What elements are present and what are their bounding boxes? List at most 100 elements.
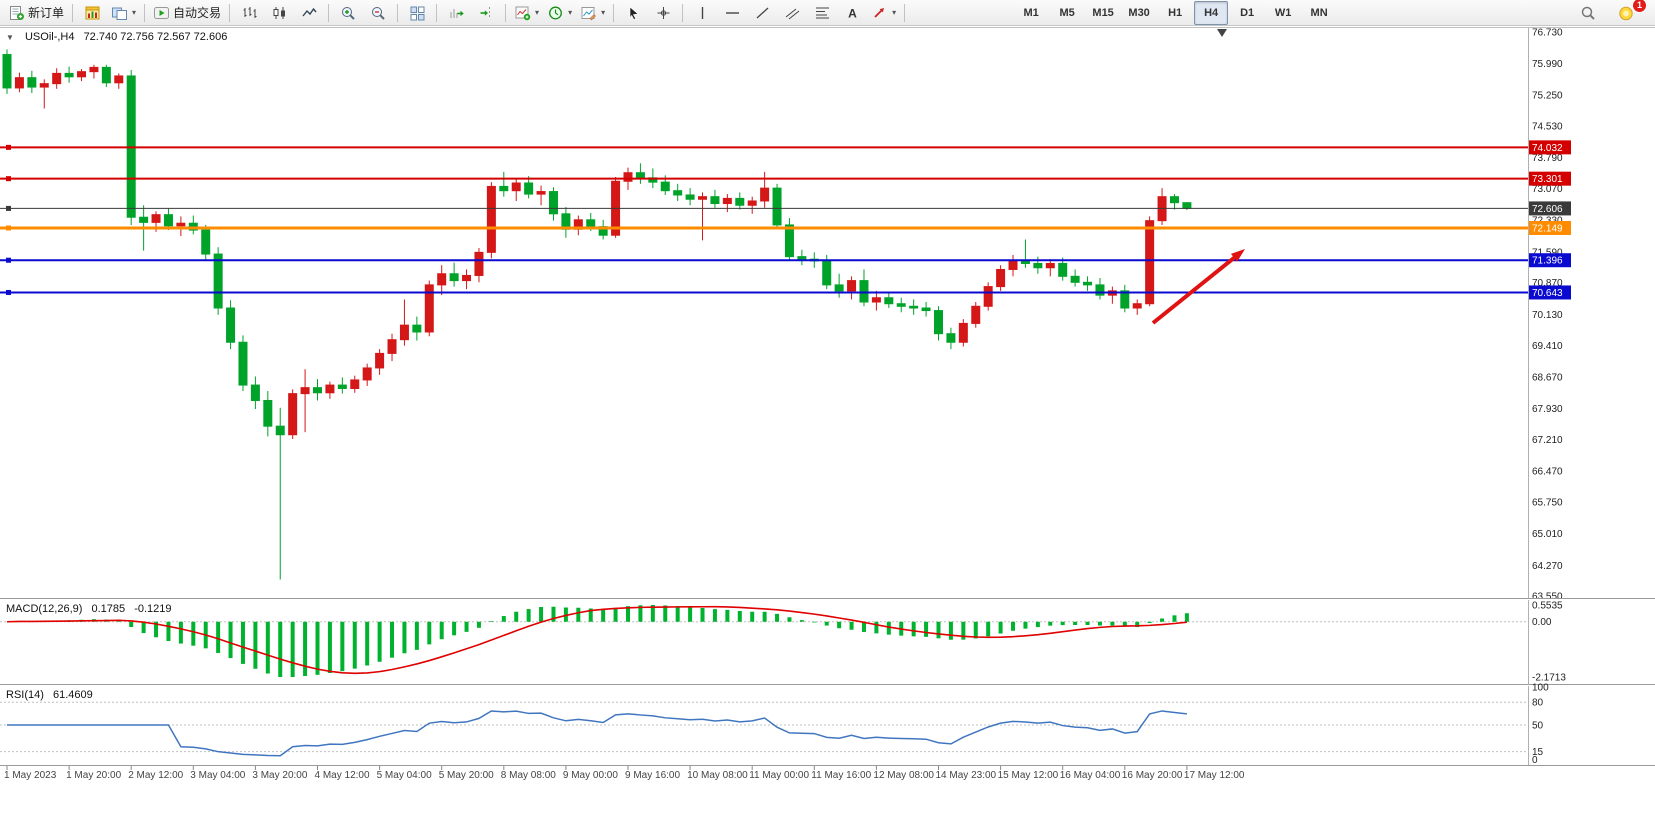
alerts-button[interactable]: 1	[1611, 0, 1647, 25]
new-chart-button[interactable]	[77, 1, 107, 25]
timeframe-h4-button[interactable]: H4	[1194, 0, 1229, 25]
svg-text:64.270: 64.270	[1532, 561, 1563, 572]
text-icon: A	[848, 6, 857, 20]
new-order-button-label: 新订单	[28, 6, 65, 20]
autoScroll-icon	[450, 8, 464, 18]
auto-scroll-button[interactable]	[441, 1, 471, 25]
bar-chart-button[interactable]	[234, 1, 264, 25]
timeframe-m30-button[interactable]: M30	[1128, 6, 1150, 19]
timeframe-m5-button[interactable]: M5	[1059, 6, 1075, 19]
crosshair-button[interactable]	[648, 1, 678, 25]
channel-button[interactable]	[777, 1, 807, 25]
new-order-button[interactable]: 新订单	[4, 1, 68, 25]
price-tag-74.032: 74.032	[1529, 140, 1571, 155]
arrows-icon	[874, 7, 885, 18]
autotrading-button-label: 自动交易	[173, 6, 222, 20]
price-axis[interactable]	[1529, 28, 1655, 765]
svg-text:68.670: 68.670	[1532, 372, 1563, 383]
profiles-button[interactable]: ▾	[107, 1, 140, 25]
vline-icon	[701, 6, 703, 19]
svg-text:72.149: 72.149	[1532, 223, 1563, 234]
indicators-button[interactable]: ▾	[510, 1, 543, 25]
line-handle[interactable]	[6, 205, 11, 211]
line-handle[interactable]	[6, 176, 11, 182]
fibo-icon	[815, 7, 829, 18]
tline-icon	[756, 7, 769, 18]
rsi-line	[7, 710, 1187, 757]
cursor-button[interactable]	[618, 1, 648, 25]
line-chart-button[interactable]	[294, 1, 324, 25]
svg-text:5 May 20:00: 5 May 20:00	[439, 770, 494, 781]
periods-button[interactable]: ▾	[543, 1, 576, 25]
svg-text:74.530: 74.530	[1532, 122, 1563, 133]
search-button[interactable]	[1573, 1, 1603, 25]
chart-plot-area[interactable]	[0, 28, 1528, 597]
line-handle[interactable]	[6, 144, 11, 150]
line-handle[interactable]	[6, 257, 11, 263]
zoom-in-button[interactable]	[333, 1, 363, 25]
toolbar-separator	[682, 3, 684, 22]
line-handle[interactable]	[6, 289, 11, 295]
toolbar-separator	[144, 3, 146, 22]
chart-shift-marker[interactable]	[1217, 29, 1227, 37]
fibonacci-button[interactable]	[807, 1, 837, 25]
templates-button[interactable]: ▾	[576, 1, 609, 25]
svg-text:70.643: 70.643	[1532, 288, 1563, 299]
candlestick-chart-button[interactable]	[264, 1, 294, 25]
svg-text:69.410: 69.410	[1532, 341, 1563, 352]
arrows-button[interactable]: ▾	[867, 1, 900, 25]
cross-icon	[657, 6, 670, 19]
bars-icon	[243, 6, 257, 18]
toolbar-separator	[505, 3, 507, 22]
timeframe-mn-button[interactable]: MN	[1310, 6, 1328, 19]
svg-text:14 May 23:00: 14 May 23:00	[936, 770, 997, 781]
zoom-out-button[interactable]	[363, 1, 393, 25]
horizontal-line-button[interactable]	[717, 1, 747, 25]
chart-shift-button[interactable]	[471, 1, 501, 25]
svg-text:16 May 04:00: 16 May 04:00	[1060, 770, 1121, 781]
svg-text:9 May 00:00: 9 May 00:00	[563, 770, 618, 781]
price-tag-73.301: 73.301	[1529, 171, 1571, 186]
autotrading-button[interactable]: 自动交易	[149, 1, 225, 25]
timeframe-d1-button[interactable]: D1	[1240, 6, 1255, 19]
zoomOut-icon	[371, 6, 385, 20]
svg-text:67.210: 67.210	[1532, 435, 1563, 446]
toolbar-right-group: 1	[1573, 0, 1651, 25]
svg-text:11 May 16:00: 11 May 16:00	[811, 770, 871, 781]
macd-histogram	[17, 605, 1189, 677]
timeframe-m15-button[interactable]: M15	[1092, 6, 1114, 19]
svg-text:76.730: 76.730	[1532, 27, 1563, 38]
svg-text:9 May 16:00: 9 May 16:00	[625, 770, 680, 781]
macd-main-value: 0.1785	[91, 603, 126, 615]
collapse-chart-icon[interactable]: ▼	[6, 33, 14, 42]
text-button[interactable]: A	[837, 1, 867, 25]
vertical-line-button[interactable]	[687, 1, 717, 25]
rsi-axis-labels: 100 80 50 150	[1532, 683, 1549, 767]
timeframe-m1-button[interactable]: M1	[1023, 6, 1039, 19]
time-axis[interactable]	[0, 766, 1528, 786]
zoomIn-icon	[341, 6, 355, 20]
line-icon	[302, 7, 317, 16]
pane-splitter-rsi[interactable]	[0, 682, 1655, 688]
svg-text:75.990: 75.990	[1532, 59, 1563, 70]
profiles-icon	[112, 7, 128, 20]
trendline-button[interactable]	[747, 1, 777, 25]
tile-windows-button[interactable]	[402, 1, 432, 25]
line-handle[interactable]	[6, 225, 11, 231]
rsi-value: 61.4609	[52, 689, 93, 701]
toolbar-separator	[72, 3, 74, 22]
caret-down-icon: ▾	[601, 8, 606, 17]
pane-splitter-macd[interactable]	[0, 596, 1655, 602]
template-icon	[581, 6, 597, 20]
trend-arrow[interactable]	[1151, 249, 1245, 325]
svg-text:63.550: 63.550	[1532, 592, 1563, 603]
newOrder-icon	[10, 5, 24, 20]
periods-icon	[549, 6, 563, 19]
svg-text:3 May 20:00: 3 May 20:00	[252, 770, 307, 781]
price-tag-72.149: 72.149	[1529, 220, 1571, 235]
svg-text:71.590: 71.590	[1532, 247, 1563, 258]
timeframe-w1-button[interactable]: W1	[1274, 6, 1292, 19]
timeframe-h1-button[interactable]: H1	[1168, 6, 1183, 19]
chart-symbol-period: USOil-,H4	[24, 31, 75, 43]
